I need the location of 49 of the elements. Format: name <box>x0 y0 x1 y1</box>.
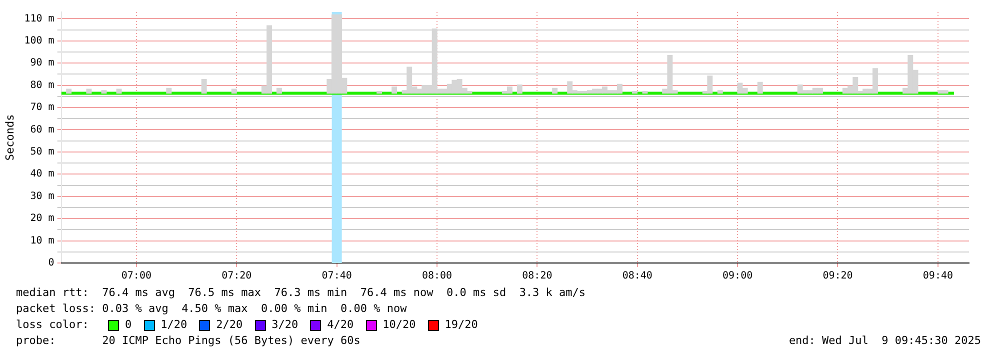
x-tick-label: 08:00 <box>422 270 452 282</box>
text: 4/20 <box>327 317 354 333</box>
bar <box>516 84 522 94</box>
text: 3/20 <box>272 317 298 333</box>
text: 2/20 <box>216 317 243 333</box>
x-tick-label: 07:40 <box>322 270 352 282</box>
bar <box>66 88 72 94</box>
text: median rtt: 76.4 ms avg 76.5 ms max 76.3 ms min 76.4 ms now 0.0 ms sd 3.3 k am/s <box>16 285 587 301</box>
bar <box>376 90 382 94</box>
text: probe: 20 ICMP Echo Pings (56 Bytes) every 60s <box>16 333 360 347</box>
y-tick-label: 100 m <box>24 35 54 46</box>
bar <box>632 90 638 94</box>
text: 10/20 <box>382 317 416 333</box>
bar <box>392 86 398 94</box>
y-tick-label: 30 m <box>30 190 54 202</box>
y-tick-label: 60 m <box>30 124 54 136</box>
bar <box>201 78 207 94</box>
x-tick-label: 07:00 <box>121 270 152 282</box>
x-tick-label: 08:40 <box>622 270 652 282</box>
y-tick-label: 80 m <box>30 80 54 91</box>
x-tick-label: 07:20 <box>222 270 252 282</box>
text: end: Wed Jul 9 09:45:30 2025 <box>788 333 981 347</box>
y-tick-label: 20 m <box>30 213 54 224</box>
x-tick-label: 08:20 <box>522 270 552 282</box>
bar <box>101 90 107 94</box>
bar <box>552 88 558 94</box>
bar <box>166 88 172 94</box>
y-tick-label: 50 m <box>30 146 54 158</box>
bar <box>276 88 282 94</box>
bar <box>116 88 122 94</box>
y-tick-label: 90 m <box>30 58 54 69</box>
y-tick-label: 40 m <box>30 168 54 180</box>
text: 19/20 <box>444 317 478 333</box>
text: 0 <box>125 317 132 333</box>
y-tick-label: 10 m <box>30 235 54 246</box>
x-tick-label: 09:40 <box>922 270 954 282</box>
text: 1/20 <box>160 317 188 333</box>
text: loss color: <box>16 317 90 333</box>
y-tick-label: 70 m <box>30 102 54 114</box>
bar <box>757 82 763 94</box>
x-tick-label: 09:20 <box>822 270 853 282</box>
bar <box>231 88 237 94</box>
bar <box>86 88 92 94</box>
x-tick-label: 09:00 <box>722 270 753 282</box>
y-axis-title: Seconds <box>3 114 16 161</box>
y-tick-label: 110 m <box>24 13 54 24</box>
bar <box>717 90 723 94</box>
text: packet loss: 0.03 % avg 4.50 % max 0.00 % min 0.00 % now <box>16 301 408 317</box>
y-tick-label: 0 <box>48 258 54 269</box>
